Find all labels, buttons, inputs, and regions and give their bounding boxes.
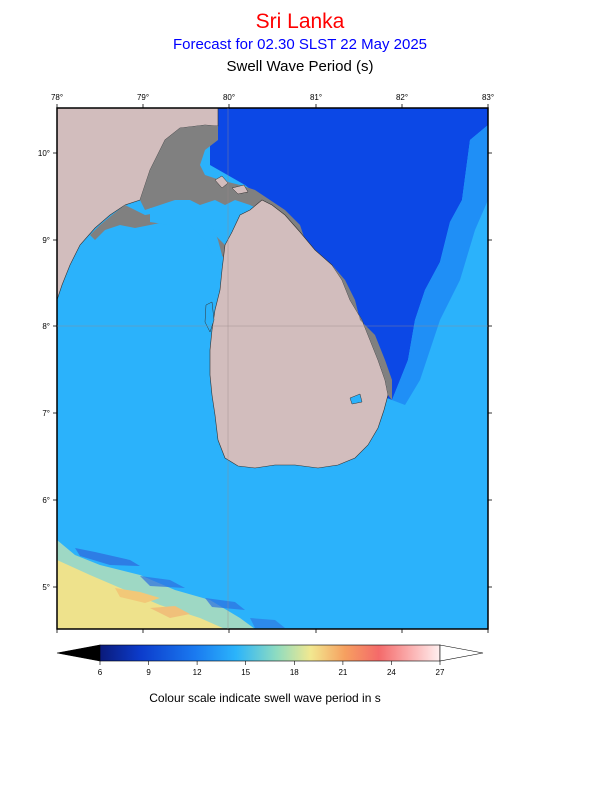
land-area	[57, 108, 392, 469]
colorbar-tick-15: 15	[241, 668, 250, 677]
colorbar-caption: Colour scale indicate swell wave period …	[149, 691, 381, 705]
lat-label-7: 7°	[42, 409, 50, 418]
colorbar-tick-18: 18	[290, 668, 299, 677]
colorbar-scale	[99, 644, 441, 662]
lon-label-81: 81°	[310, 93, 322, 102]
lat-label-5: 5°	[42, 583, 50, 592]
map-title: Sri Lanka	[255, 10, 345, 33]
lon-label-82: 82°	[396, 93, 408, 102]
lon-label-79: 79°	[137, 93, 149, 102]
axis-ticks	[53, 104, 492, 633]
colorbar: 6 9 12 15 18 21 24 27	[56, 644, 484, 677]
map-frame	[56, 107, 489, 630]
lon-label-78: 78°	[51, 93, 63, 102]
lat-label-10: 10°	[38, 149, 50, 158]
colorbar-tick-6: 6	[98, 668, 103, 677]
lat-label-8: 8°	[42, 322, 50, 331]
colorbar-tick-12: 12	[193, 668, 202, 677]
lat-label-6: 6°	[42, 496, 50, 505]
lat-label-9: 9°	[42, 236, 50, 245]
colorbar-tick-9: 9	[146, 668, 151, 677]
colorbar-high-arrow	[439, 644, 484, 662]
lon-label-83: 83°	[482, 93, 494, 102]
forecast-time: Forecast for 02.30 SLST 22 May 2025	[172, 36, 428, 53]
colorbar-tick-27: 27	[436, 668, 445, 677]
colorbar-tick-24: 24	[387, 668, 396, 677]
parameter-label: Swell Wave Period (s)	[226, 58, 374, 75]
colorbar-tick-21: 21	[338, 668, 347, 677]
lon-label-80: 80°	[223, 93, 235, 102]
colorbar-low-arrow	[56, 644, 101, 662]
